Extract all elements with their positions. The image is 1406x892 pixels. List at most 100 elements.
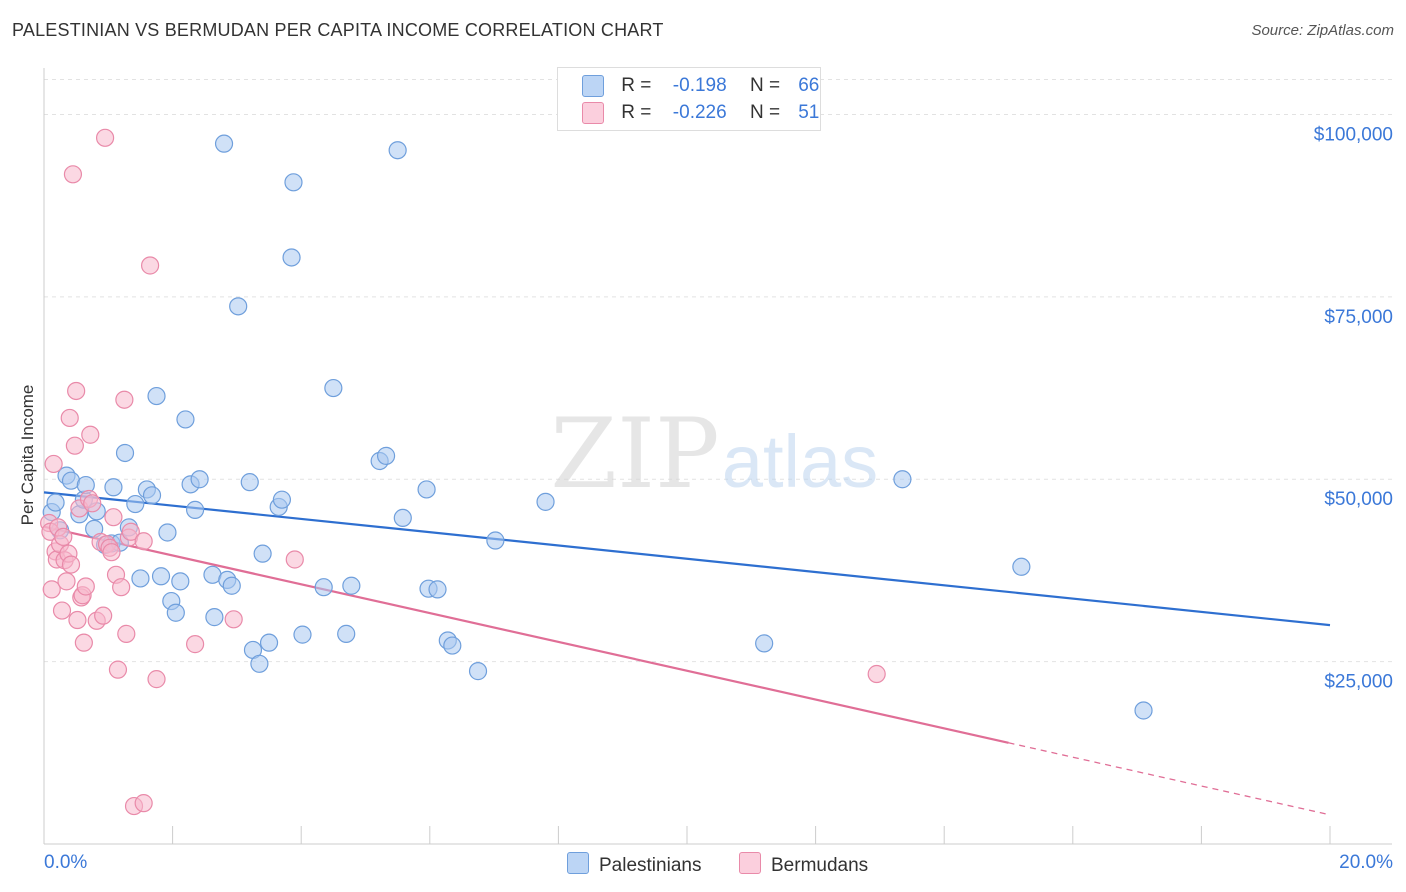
palestinian-point	[142, 486, 162, 505]
palestinian-point	[115, 443, 135, 463]
palestinian-point	[229, 297, 248, 316]
trend-line-palestinians	[43, 491, 1331, 627]
bermudan-point	[76, 577, 95, 596]
palestinian-point	[190, 470, 209, 489]
bermudan-point	[102, 543, 121, 562]
bermudan-point	[74, 633, 93, 652]
bermudans-swatch	[739, 852, 761, 874]
bermudan-point	[104, 508, 123, 527]
palestinian-point	[393, 508, 412, 528]
bermudan-point	[134, 794, 153, 813]
palestinian-point	[376, 446, 396, 465]
palestinian-point	[46, 493, 65, 512]
bermudan-point	[117, 624, 136, 643]
bermudan-point	[94, 606, 113, 625]
trend-line-extension-bermudans	[1008, 742, 1331, 816]
bermudan-point	[134, 532, 153, 551]
grid-layer	[44, 79, 1392, 663]
bermudan-point	[186, 635, 205, 654]
y-tick-label: $75,000	[1324, 307, 1393, 328]
palestinian-point	[186, 500, 205, 519]
palestinian-point	[337, 624, 356, 643]
palestinian-point	[1012, 557, 1031, 576]
legend-r-label: R =	[621, 102, 652, 124]
bermudan-point	[95, 128, 115, 147]
palestinian-point	[1134, 701, 1153, 720]
bermudan-point	[115, 390, 134, 409]
bermudan-point	[42, 580, 61, 599]
palestinian-point	[171, 572, 190, 591]
bermudan-point	[57, 572, 76, 591]
palestinian-point	[259, 633, 279, 652]
watermark-zip: ZIP	[550, 398, 719, 510]
bermudan-point	[60, 408, 79, 428]
trend-layer	[43, 491, 1331, 816]
palestinian-point	[253, 544, 272, 563]
palestinian-point	[176, 410, 195, 429]
palestinian-point	[893, 470, 912, 489]
bermudan-point	[140, 256, 160, 275]
y-tick-label: $100,000	[1314, 124, 1393, 145]
bottom-legend: Palestinians Bermudans	[0, 852, 1406, 876]
bermudan-point	[61, 555, 81, 574]
legend-box: R = -0.198 N = 66 R = -0.226 N = 51	[557, 67, 821, 131]
bermudans-swatch	[582, 102, 604, 124]
palestinian-point	[272, 490, 292, 509]
bottom-legend-label: Bermudans	[771, 855, 869, 876]
palestinian-point	[293, 625, 312, 644]
palestinian-point	[284, 173, 303, 192]
palestinian-point	[324, 378, 343, 398]
palestinian-point	[126, 494, 145, 514]
palestinian-point	[131, 569, 150, 588]
palestinian-point	[240, 473, 259, 492]
watermark-atlas: atlas	[722, 420, 878, 503]
palestinian-point	[147, 386, 166, 406]
bermudan-point	[44, 454, 63, 474]
palestinians-swatch	[582, 75, 604, 97]
palestinian-point	[250, 654, 269, 673]
source-credit: Source: ZipAtlas.com	[1251, 22, 1394, 39]
bermudan-point	[147, 670, 166, 689]
bermudan-point	[285, 550, 304, 569]
points-layer	[40, 128, 1153, 816]
legend-row-palestinians: R = -0.198 N = 66	[582, 75, 819, 99]
legend-r-value: -0.226	[672, 102, 727, 124]
bermudan-point	[108, 660, 128, 679]
bottom-legend-label: Palestinians	[599, 855, 702, 876]
x-tick-label: 0.0%	[44, 852, 87, 873]
bermudan-point	[52, 601, 72, 620]
palestinian-point	[104, 478, 123, 497]
palestinian-point	[214, 134, 234, 153]
bermudan-point	[67, 381, 86, 401]
palestinian-point	[314, 578, 333, 597]
legend-n-label: N =	[749, 102, 781, 124]
zipatlas-watermark: ZIP atlas	[550, 398, 878, 510]
x-tick-label: 20.0%	[1339, 852, 1393, 873]
tick-label-layer: $25,000 $50,000 $75,000 $100,000 0.0% 20.0%	[44, 124, 1393, 873]
legend-r-value: -0.198	[672, 75, 727, 97]
palestinian-point	[151, 567, 171, 586]
bermudan-point	[68, 610, 87, 630]
palestinians-swatch	[567, 852, 589, 874]
trend-line-bermudans	[43, 525, 1009, 744]
bermudan-point	[224, 610, 243, 629]
palestinian-point	[158, 523, 177, 542]
bermudan-point	[65, 436, 84, 455]
y-tick-label: $50,000	[1324, 489, 1393, 510]
axis-layer	[43, 68, 1392, 845]
legend-n-value: 51	[798, 102, 820, 124]
palestinian-point	[428, 580, 447, 599]
palestinian-point	[536, 492, 555, 511]
bottom-legend-bermudans[interactable]: Bermudans	[739, 852, 868, 877]
palestinian-point	[282, 248, 301, 267]
palestinian-point	[342, 576, 361, 595]
palestinian-point	[486, 531, 505, 550]
legend-n-value: 66	[798, 75, 820, 97]
chart-title: PALESTINIAN VS BERMUDAN PER CAPITA INCOM…	[12, 20, 664, 40]
bermudan-point	[54, 527, 73, 546]
bottom-legend-palestinians[interactable]: Palestinians	[567, 852, 701, 877]
y-tick-label: $25,000	[1324, 672, 1393, 693]
palestinian-point	[755, 634, 774, 653]
legend-n-label: N =	[749, 75, 781, 97]
